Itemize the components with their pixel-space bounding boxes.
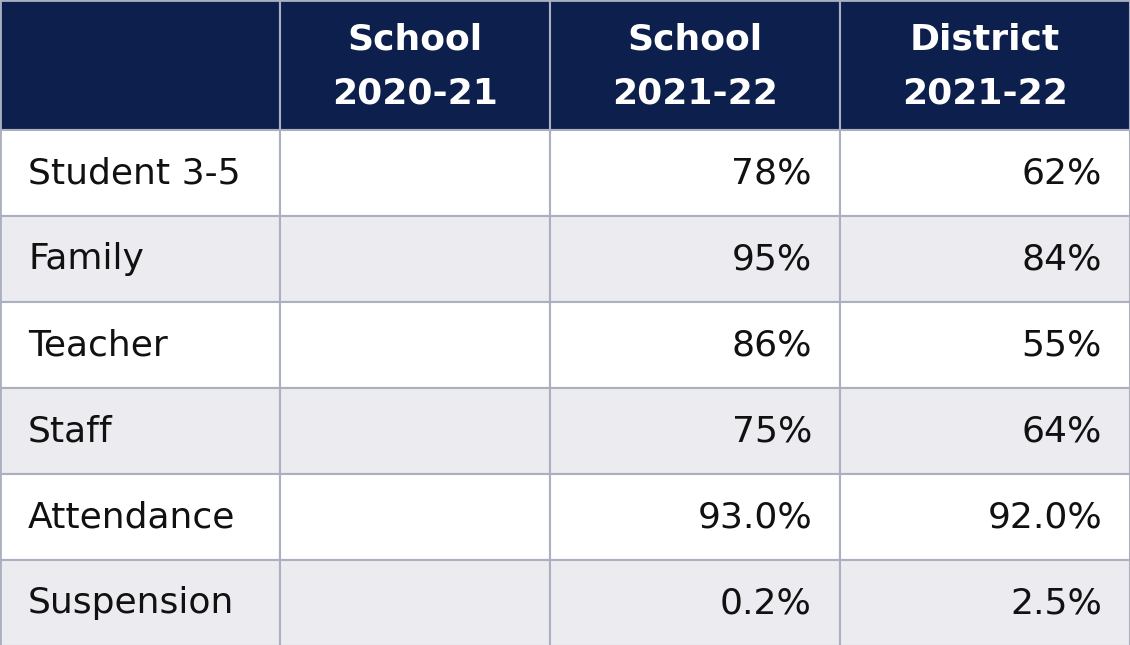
Text: School: School — [627, 22, 763, 56]
Bar — [280, 474, 550, 560]
Bar — [840, 216, 1130, 302]
Text: 75%: 75% — [731, 414, 812, 448]
Bar — [280, 388, 550, 474]
Bar — [840, 474, 1130, 560]
Text: Staff: Staff — [28, 414, 113, 448]
Text: School: School — [347, 22, 483, 56]
Bar — [0, 388, 280, 474]
Text: 62%: 62% — [1022, 156, 1102, 190]
Bar — [0, 216, 280, 302]
Bar — [0, 302, 280, 388]
Bar — [840, 0, 1130, 130]
Bar — [280, 216, 550, 302]
Text: 78%: 78% — [731, 156, 812, 190]
Text: Attendance: Attendance — [28, 500, 235, 534]
Text: 86%: 86% — [731, 328, 812, 362]
Bar — [840, 302, 1130, 388]
Text: 2021-22: 2021-22 — [612, 77, 777, 110]
Text: District: District — [910, 22, 1060, 56]
Bar — [550, 216, 840, 302]
Bar — [550, 0, 840, 130]
Bar — [280, 302, 550, 388]
Bar — [550, 302, 840, 388]
Bar — [550, 130, 840, 216]
Bar — [0, 130, 280, 216]
Bar — [840, 130, 1130, 216]
Text: Suspension: Suspension — [28, 586, 234, 620]
Bar — [0, 560, 280, 645]
Bar — [280, 0, 550, 130]
Bar — [550, 388, 840, 474]
Text: 2020-21: 2020-21 — [332, 77, 498, 110]
Text: Family: Family — [28, 242, 144, 276]
Text: 84%: 84% — [1022, 242, 1102, 276]
Text: Teacher: Teacher — [28, 328, 167, 362]
Text: 95%: 95% — [732, 242, 812, 276]
Text: 93.0%: 93.0% — [697, 500, 812, 534]
Text: 0.2%: 0.2% — [720, 586, 812, 620]
Text: 64%: 64% — [1022, 414, 1102, 448]
Bar — [550, 560, 840, 645]
Text: 2.5%: 2.5% — [1010, 586, 1102, 620]
Text: 55%: 55% — [1022, 328, 1102, 362]
Bar — [0, 474, 280, 560]
Text: Student 3-5: Student 3-5 — [28, 156, 241, 190]
Bar — [840, 388, 1130, 474]
Bar — [280, 130, 550, 216]
Bar — [550, 474, 840, 560]
Text: 2021-22: 2021-22 — [902, 77, 1068, 110]
Bar — [280, 560, 550, 645]
Bar — [0, 0, 280, 130]
Text: 92.0%: 92.0% — [988, 500, 1102, 534]
Bar — [840, 560, 1130, 645]
